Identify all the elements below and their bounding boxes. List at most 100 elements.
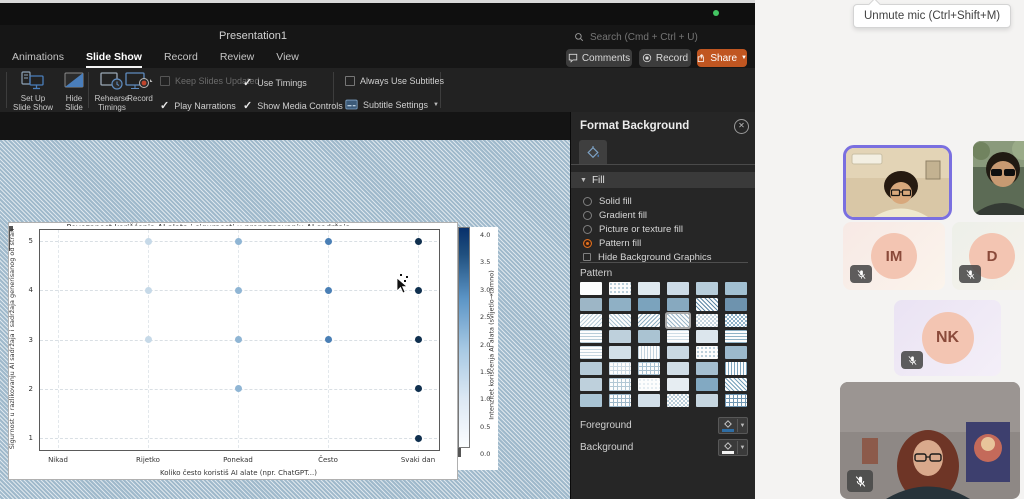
radio-icon <box>583 210 592 220</box>
pattern-swatch-37[interactable] <box>609 378 631 391</box>
participant-initials: NK <box>935 329 960 346</box>
pattern-swatch-9[interactable] <box>667 298 689 311</box>
hide-slide-button[interactable]: Hide Slide <box>60 71 88 112</box>
pattern-swatch-2[interactable] <box>638 282 660 295</box>
tab-view[interactable]: View <box>276 51 299 63</box>
pattern-swatch-12[interactable] <box>580 314 602 327</box>
data-point <box>234 336 242 343</box>
record-icon <box>642 53 652 63</box>
pattern-swatch-47[interactable] <box>725 394 747 407</box>
pattern-swatch-8[interactable] <box>638 298 660 311</box>
participant-video-3[interactable] <box>840 382 1020 499</box>
pattern-swatch-16[interactable] <box>696 314 718 327</box>
y-tick-label: 2 <box>28 384 33 393</box>
fill-option-gradient-fill[interactable]: Gradient fill <box>583 208 748 222</box>
pattern-swatch-33[interactable] <box>667 362 689 375</box>
pattern-swatch-19[interactable] <box>609 330 631 343</box>
checkbox-keep-slides-updated[interactable]: Keep Slides Updated <box>160 76 260 86</box>
pattern-swatch-39[interactable] <box>667 378 689 391</box>
participant-video-1[interactable] <box>843 145 952 220</box>
checkbox-always-use-subtitles[interactable]: Always Use Subtitles <box>345 76 444 86</box>
pattern-swatch-5[interactable] <box>725 282 747 295</box>
foreground-color-button[interactable]: ▼ <box>718 417 748 434</box>
ribbon-separator <box>88 72 89 108</box>
close-panel-button[interactable]: ✕ <box>734 119 749 134</box>
checkbox-show-media-controls[interactable]: ✓ Show Media Controls <box>243 99 343 112</box>
share-button[interactable]: Share ▼ <box>697 49 747 67</box>
participant-video-2[interactable] <box>973 141 1024 215</box>
pattern-swatch-22[interactable] <box>696 330 718 343</box>
ribbon-record-button[interactable]: Record <box>124 71 156 104</box>
fill-option-hide-background-graphics[interactable]: Hide Background Graphics <box>583 250 748 264</box>
checkbox-play-narrations[interactable]: ✓ Play Narrations <box>160 99 236 112</box>
fill-tab[interactable] <box>579 140 607 164</box>
pattern-swatch-40[interactable] <box>696 378 718 391</box>
pattern-swatch-32[interactable] <box>638 362 660 375</box>
fill-section-header[interactable]: ▼ Fill <box>571 172 756 188</box>
pattern-swatch-41[interactable] <box>725 378 747 391</box>
data-point <box>414 336 422 343</box>
subtitle-settings-button[interactable]: Subtitle Settings ▼ <box>345 99 439 110</box>
pattern-swatch-4[interactable] <box>696 282 718 295</box>
chevron-down-icon: ▼ <box>737 419 747 432</box>
pattern-swatch-21[interactable] <box>667 330 689 343</box>
ribbon-tabs-row: Animations Slide Show Record Review View Com… <box>0 48 755 68</box>
checkbox-label: Keep Slides Updated <box>175 76 260 86</box>
fill-option-solid-fill[interactable]: Solid fill <box>583 194 748 208</box>
pattern-swatch-15[interactable] <box>667 314 689 327</box>
pattern-swatch-7[interactable] <box>609 298 631 311</box>
data-point <box>414 434 422 442</box>
pattern-swatch-30[interactable] <box>580 362 602 375</box>
pattern-swatch-0[interactable] <box>580 282 602 295</box>
title-row: Presentation1 <box>0 25 755 48</box>
fill-option-picture-or-texture-fill[interactable]: Picture or texture fill <box>583 222 748 236</box>
pattern-swatch-34[interactable] <box>696 362 718 375</box>
tab-record[interactable]: Record <box>163 51 198 63</box>
slide-canvas[interactable]: Povezanost korišćenja AI alata i sigurno… <box>0 140 570 499</box>
pattern-swatch-35[interactable] <box>725 362 747 375</box>
pattern-swatch-13[interactable] <box>609 314 631 327</box>
tab-animations[interactable]: Animations <box>12 51 64 63</box>
participant-tile-d[interactable]: D <box>952 222 1024 290</box>
pattern-swatch-11[interactable] <box>725 298 747 311</box>
pattern-swatch-46[interactable] <box>696 394 718 407</box>
participant-tile-nk[interactable]: NK <box>894 300 1001 376</box>
pattern-swatch-29[interactable] <box>725 346 747 359</box>
pattern-swatch-31[interactable] <box>609 362 631 375</box>
pattern-swatch-24[interactable] <box>580 346 602 359</box>
tab-slide-show[interactable]: Slide Show <box>85 48 142 68</box>
pattern-swatch-27[interactable] <box>667 346 689 359</box>
pattern-swatch-44[interactable] <box>638 394 660 407</box>
pattern-swatch-14[interactable] <box>638 314 660 327</box>
pattern-swatch-10[interactable] <box>696 298 718 311</box>
search-field[interactable] <box>588 30 718 44</box>
pattern-swatch-1[interactable] <box>609 282 631 295</box>
pattern-swatch-6[interactable] <box>580 298 602 311</box>
rehearse-timings-button[interactable]: Rehearse Timings <box>92 71 132 112</box>
pattern-swatch-25[interactable] <box>609 346 631 359</box>
search-input[interactable] <box>574 29 720 45</box>
tab-review[interactable]: Review <box>219 51 255 63</box>
pattern-swatch-20[interactable] <box>638 330 660 343</box>
titlebar <box>0 3 755 25</box>
ribbon-record-icon <box>124 71 156 93</box>
participant-tile-im[interactable]: IM <box>843 222 945 290</box>
record-button[interactable]: Record <box>639 49 691 67</box>
pattern-swatch-23[interactable] <box>725 330 747 343</box>
checkbox-use-timings[interactable]: ✓ Use Timings <box>243 76 307 89</box>
pattern-swatch-45[interactable] <box>667 394 689 407</box>
background-color-button[interactable]: ▼ <box>718 439 748 456</box>
comments-button[interactable]: Comments <box>566 49 632 67</box>
pattern-swatch-17[interactable] <box>725 314 747 327</box>
x-tick <box>9 243 10 247</box>
pattern-swatch-38[interactable] <box>638 378 660 391</box>
pattern-swatch-43[interactable] <box>609 394 631 407</box>
fill-option-pattern-fill[interactable]: Pattern fill <box>583 236 748 250</box>
pattern-swatch-42[interactable] <box>580 394 602 407</box>
pattern-swatch-26[interactable] <box>638 346 660 359</box>
pattern-swatch-18[interactable] <box>580 330 602 343</box>
pattern-swatch-3[interactable] <box>667 282 689 295</box>
pattern-swatch-28[interactable] <box>696 346 718 359</box>
set-up-slide-show-button[interactable]: Set Up Slide Show <box>10 71 56 112</box>
pattern-swatch-36[interactable] <box>580 378 602 391</box>
